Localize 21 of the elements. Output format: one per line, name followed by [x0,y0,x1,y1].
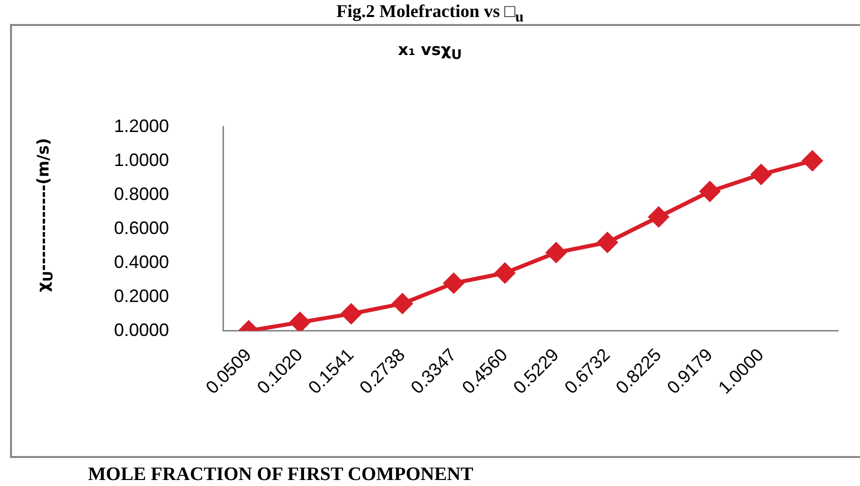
point [700,181,720,202]
y-tick-label: 1.0000 [114,150,170,170]
chart-subtitle: x₁ vsχ$_{U}$ [397,40,463,64]
point [546,242,566,263]
point [597,232,618,252]
x-axis-title: MOLE FRACTION OF FIRST COMPONENT [88,464,474,486]
y-tick-label: 0.2000 [114,286,170,306]
point [444,273,464,294]
y-tick-label: 0.0000 [114,320,170,340]
point [648,206,669,227]
point [341,304,362,324]
y-tick-label: 0.6000 [114,218,170,238]
y-tick-label: 1.2000 [114,116,170,136]
y-tick-label: 0.4000 [114,252,170,272]
point [392,294,412,314]
point [494,263,515,283]
point [802,150,822,171]
point [290,312,310,331]
point [751,164,772,184]
y-tick-label: 0.8000 [114,184,170,204]
chart-title: Fig.2 Molefraction vs □$_{u}$ [335,1,525,27]
